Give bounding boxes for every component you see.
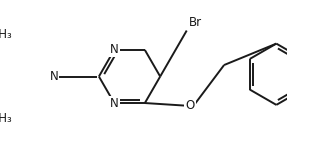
Text: O: O [185,99,195,112]
Text: N: N [110,97,119,110]
Text: Br: Br [188,16,202,29]
Text: CH₃: CH₃ [0,112,12,125]
Text: N: N [110,43,119,56]
Text: N: N [49,70,58,83]
Text: CH₃: CH₃ [0,28,12,41]
